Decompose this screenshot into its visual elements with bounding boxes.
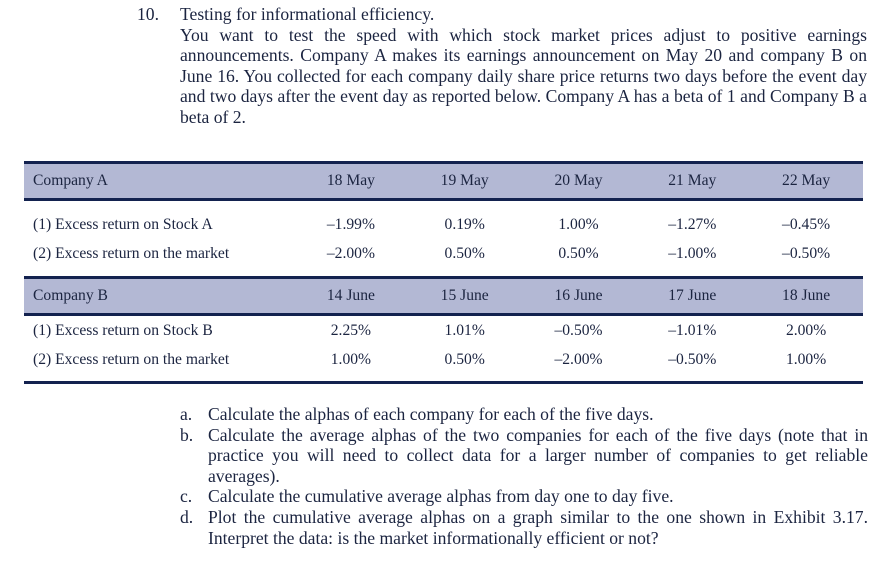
problem-number: 10. <box>137 4 159 24</box>
company-b-header: Company B <box>33 287 108 304</box>
company-a-header: Company A <box>33 172 108 189</box>
table-cell: 0.19% <box>444 215 485 233</box>
table-cell: 2.25% <box>330 321 372 339</box>
table-cell: –0.50% <box>782 244 831 262</box>
table-row: (1) Excess return on Stock B 2.25% 1.01%… <box>24 316 863 345</box>
row-label: (2) Excess return on the market <box>33 244 230 262</box>
date-header: 18 May <box>326 172 375 189</box>
row-label: (1) Excess return on Stock B <box>33 321 213 339</box>
table-rule <box>24 313 863 316</box>
table-cell: –2.00% <box>326 244 375 262</box>
problem-10: 10. Testing for informational efficiency… <box>137 4 867 128</box>
table-cell: 0.50% <box>444 244 485 262</box>
question-text: Calculate the alphas of each company for… <box>208 404 654 424</box>
table-cell: –0.50% <box>554 321 603 339</box>
question-list: a. Calculate the alphas of each company … <box>180 404 868 548</box>
table-cell: –1.27% <box>668 215 717 233</box>
table-row: (2) Excess return on the market –2.00% 0… <box>24 239 863 268</box>
question-text: Calculate the cumulative average alphas … <box>208 486 674 507</box>
problem-text: You want to test the speed with which st… <box>180 24 867 127</box>
problem-title: Testing for informational efficiency. <box>180 4 435 24</box>
date-header: 14 June <box>326 287 375 304</box>
row-label: (2) Excess return on the market <box>33 350 230 368</box>
table-cell: –0.45% <box>782 215 831 233</box>
date-header: 20 May <box>554 172 603 189</box>
table-row: (1) Excess return on Stock A –1.99% 0.19… <box>24 210 863 239</box>
date-header: 19 May <box>440 172 489 189</box>
date-header: 21 May <box>668 172 717 189</box>
question-c: c. Calculate the cumulative average alph… <box>180 486 868 507</box>
question-label: d. <box>180 506 194 527</box>
table-rule <box>24 198 863 201</box>
table-cell: –1.00% <box>668 244 717 262</box>
problem-body: Testing for informational efficiency. Yo… <box>180 4 867 128</box>
table-cell: 1.01% <box>444 321 485 339</box>
table-cell: 1.00% <box>785 350 827 368</box>
company-a-header-row: Company A 18 May 19 May 20 May 21 May 22… <box>24 164 863 198</box>
table-cell: –0.50% <box>668 350 717 368</box>
question-text: Plot the cumulative average alphas on a … <box>208 506 868 548</box>
table-cell: 0.50% <box>444 350 485 368</box>
table-cell: –2.00% <box>554 350 603 368</box>
date-header: 17 June <box>668 287 717 304</box>
question-text: Calculate the average alphas of the two … <box>208 424 868 486</box>
table-cell: 2.00% <box>785 321 827 339</box>
row-label: (1) Excess return on Stock A <box>33 215 213 233</box>
table-cell: 0.50% <box>558 244 599 262</box>
table-cell: –1.99% <box>326 215 375 233</box>
table-rule-top <box>24 161 863 164</box>
table-row: (2) Excess return on the market 1.00% 0.… <box>24 345 863 374</box>
question-d: d. Plot the cumulative average alphas on… <box>180 507 868 548</box>
date-header: 18 June <box>782 287 831 304</box>
question-label: a. <box>180 404 193 424</box>
question-label: b. <box>180 424 194 445</box>
returns-table: Company A 18 May 19 May 20 May 21 May 22… <box>24 161 863 384</box>
date-header: 22 May <box>782 172 831 189</box>
table-cell: 1.00% <box>330 350 372 368</box>
company-b-header-row: Company B 14 June 15 June 16 June 17 Jun… <box>24 279 863 313</box>
date-header: 16 June <box>554 287 603 304</box>
question-a: a. Calculate the alphas of each company … <box>180 404 868 425</box>
question-b: b. Calculate the average alphas of the t… <box>180 425 868 487</box>
date-header: 15 June <box>440 287 489 304</box>
table-rule-bottom <box>24 381 863 384</box>
question-label: c. <box>180 486 193 507</box>
table-rule <box>24 276 863 279</box>
table-cell: –1.01% <box>668 321 717 339</box>
table-cell: 1.00% <box>558 215 599 233</box>
